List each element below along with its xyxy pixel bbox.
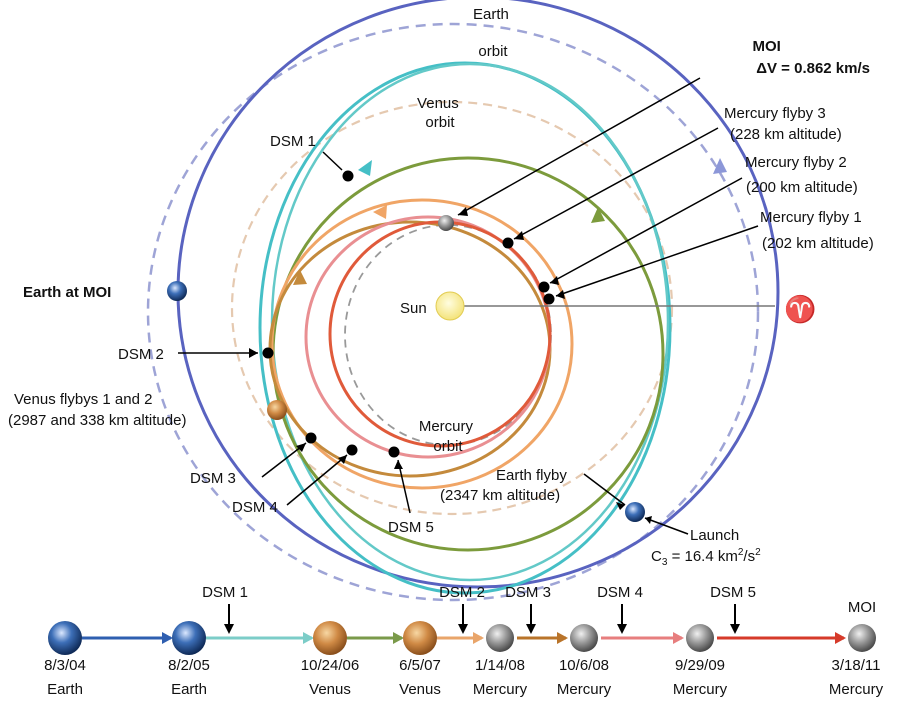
moi-label: MOI ΔV = 0.862 km/s — [752, 38, 870, 77]
timeline-arrowhead — [673, 632, 684, 644]
timeline-body: Mercury — [673, 681, 728, 698]
timeline-maneuver-label: DSM 5 — [710, 584, 756, 601]
timeline-date: 10/6/08 — [559, 657, 609, 674]
timeline-maneuver-arrowhead — [526, 624, 536, 634]
timeline-body: Earth — [47, 681, 83, 698]
arrow-cyan — [358, 160, 372, 176]
earth-orbit-path — [146, 22, 760, 602]
sun-label: Sun — [400, 300, 427, 317]
timeline-date: 8/2/05 — [168, 657, 210, 674]
dsm4-label: DSM 4 — [232, 499, 278, 516]
aries-symbol: ♈ — [784, 294, 816, 324]
earth-at-moi-label: Earth at MOI — [23, 284, 111, 301]
timeline-body: Venus — [309, 681, 351, 698]
earth-flyby-icon — [625, 502, 645, 522]
timeline-date: 6/5/07 — [399, 657, 441, 674]
sun — [435, 291, 465, 321]
trajectory-arc-red — [328, 220, 552, 448]
timeline-arrowhead — [393, 632, 404, 644]
earth-icon — [48, 621, 82, 655]
mercury-at-moi-icon — [438, 215, 454, 231]
venus-icon — [313, 621, 347, 655]
mercury-icon — [570, 624, 598, 652]
timeline-arrowhead — [162, 632, 173, 644]
mercury-icon — [686, 624, 714, 652]
mercury-icon — [848, 624, 876, 652]
timeline-maneuver-label: DSM 4 — [597, 584, 643, 601]
flyby3-dot — [502, 237, 514, 249]
trajectory-arc-peach — [270, 198, 574, 490]
timeline-body: Venus — [399, 681, 441, 698]
timeline-maneuver-label: DSM 2 — [439, 584, 485, 601]
timeline-date: 3/18/11 — [832, 657, 881, 674]
mercury-orbit-label: Mercury orbit — [419, 418, 477, 455]
dsm2-label: DSM 2 — [118, 346, 164, 363]
timeline-body: Earth — [171, 681, 207, 698]
dsm2-dot — [262, 347, 274, 359]
timeline-maneuver-arrowhead — [224, 624, 234, 634]
timeline-moi-label: MOI — [848, 599, 876, 616]
venus-orbit-path — [230, 100, 674, 516]
venus-flybys-label: Venus flybys 1 and 2 (2987 and 338 km al… — [8, 391, 186, 429]
dsm1-label: DSM 1 — [270, 133, 316, 150]
timeline-date: 10/24/06 — [301, 657, 359, 674]
mercury-icon — [486, 624, 514, 652]
timeline-maneuver-label: DSM 1 — [202, 584, 248, 601]
arrow-brown — [293, 270, 307, 285]
timeline-body: Mercury — [473, 681, 528, 698]
dsm5-dot — [388, 446, 400, 458]
dsm4-dot — [346, 444, 358, 456]
earth-at-moi-icon — [167, 281, 187, 301]
timeline-date: 1/14/08 — [475, 657, 525, 674]
venus-flyby-icon — [267, 400, 287, 420]
arrow-blue — [713, 158, 727, 174]
timeline-maneuver-label: DSM 3 — [505, 584, 551, 601]
dsm3-label: DSM 3 — [190, 470, 236, 487]
arrow-peach — [373, 205, 387, 219]
venus-icon — [403, 621, 437, 655]
dsm3-dot — [305, 432, 317, 444]
timeline-date: 8/3/04 — [44, 657, 86, 674]
dsm1-dot — [342, 170, 354, 182]
earth-icon — [172, 621, 206, 655]
launch-label: Launch — [690, 527, 739, 544]
flyby2-label: Mercury flyby 2 (200 km altitude) — [745, 154, 858, 196]
mission-timeline: 8/3/04 Earth 8/2/05 Earth 10/24/06 Venus 6/5/0… — [44, 584, 883, 698]
timeline-arrowhead — [835, 632, 846, 644]
timeline-arrowhead — [303, 632, 314, 644]
arrow-green — [591, 207, 605, 223]
earth-orbit-label: Earth orbit — [473, 6, 513, 60]
flyby2-dot — [538, 281, 550, 293]
timeline-arrowhead — [473, 632, 484, 644]
timeline-arrowhead — [557, 632, 568, 644]
flyby1-label: Mercury flyby 1 (202 km altitude) — [760, 209, 874, 252]
timeline-maneuver-arrowhead — [730, 624, 740, 634]
earth-flyby-label: Earth flyby (2347 km altitude) — [440, 467, 571, 504]
pointer-heads — [249, 207, 652, 524]
timeline-maneuver-arrowhead — [617, 624, 627, 634]
flyby3-label: Mercury flyby 3 (228 km altitude) — [724, 105, 842, 143]
timeline-date: 9/29/09 — [675, 657, 725, 674]
dsm5-label: DSM 5 — [388, 519, 434, 536]
timeline-body: Mercury — [829, 681, 884, 698]
c3-label: C3 = 16.4 km2/s2 — [651, 547, 761, 568]
flyby1-dot — [543, 293, 555, 305]
timeline-body: Mercury — [557, 681, 612, 698]
venus-orbit-label: Venus orbit — [417, 95, 463, 131]
timeline-maneuver-arrowhead — [458, 624, 468, 634]
